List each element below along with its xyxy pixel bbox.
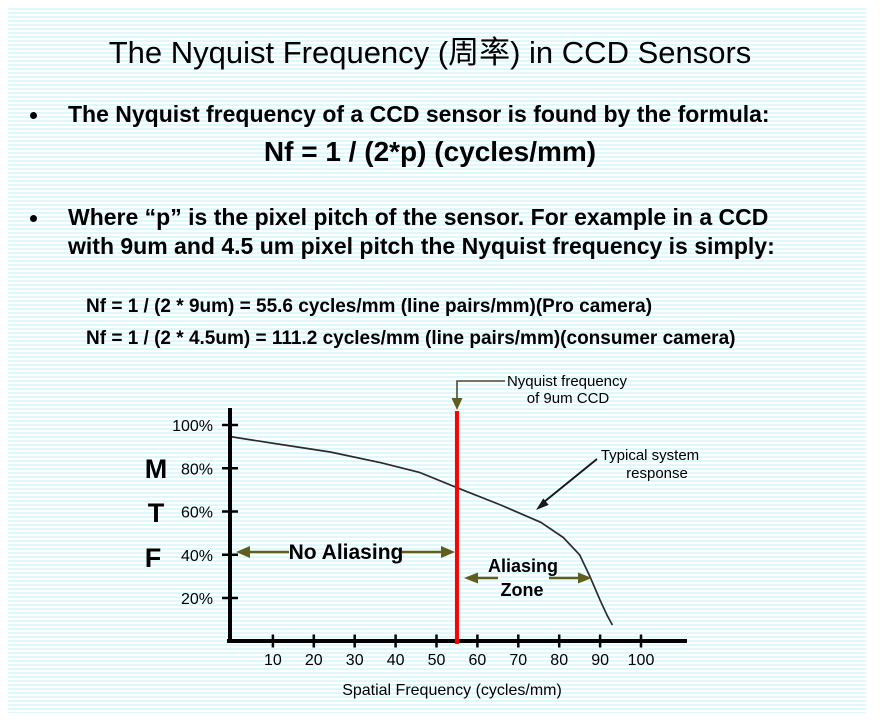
bullet2-line1: Where “p” is the pixel pitch of the sens… (68, 204, 769, 230)
x-axis-label: Spatial Frequency (cycles/mm) (342, 682, 562, 699)
bullet2-line2: with 9um and 4.5 um pixel pitch the Nyqu… (68, 233, 775, 259)
system-response-curve (231, 436, 614, 626)
x-tick-label: 30 (346, 652, 364, 669)
left-arrowhead-icon (464, 572, 478, 584)
bullet2-text: Where “p” is the pixel pitch of the sens… (68, 203, 873, 261)
right-arrowhead-icon (578, 572, 592, 584)
aliasing-label-line1: Aliasing (488, 556, 558, 576)
x-tick-label: 10 (264, 652, 282, 669)
nyquist-label-line1: Nyquist frequency (507, 373, 628, 390)
x-tick-label: 80 (550, 652, 568, 669)
example-consumer-camera: Nf = 1 / (2 * 4.5um) = 111.2 cycles/mm (… (86, 328, 736, 349)
example-pro-camera: Nf = 1 / (2 * 9um) = 55.6 cycles/mm (lin… (86, 296, 653, 317)
response-label-line2: response (626, 465, 688, 482)
y-axis-ticks: 100% 80% 60% 40% 20% (172, 418, 238, 608)
x-tick-label: 50 (428, 652, 446, 669)
nyquist-label-line2: of 9um CCD (527, 390, 610, 407)
response-label-line1: Typical system (601, 447, 699, 464)
left-arrowhead-icon (236, 546, 250, 558)
bullet-dot (30, 112, 37, 119)
slide-title: The Nyquist Frequency (周率) in CCD Sensor… (108, 35, 752, 70)
y-tick-label: 80% (181, 461, 213, 478)
y-axis-letter-f: F (145, 543, 162, 573)
x-tick-label: 60 (469, 652, 487, 669)
y-tick-label: 100% (172, 418, 213, 435)
y-axis-letter-m: M (145, 454, 168, 484)
bullet-dot (30, 215, 37, 222)
aliasing-label-line2: Zone (501, 580, 544, 600)
slide-background: The Nyquist Frequency (周率) in CCD Sensor… (8, 6, 866, 713)
y-tick-label: 60% (181, 505, 213, 522)
x-tick-label: 70 (509, 652, 527, 669)
response-arrow-line (543, 458, 598, 503)
down-arrowhead-icon (451, 398, 463, 410)
right-arrowhead-icon (441, 546, 455, 558)
x-tick-label: 20 (305, 652, 323, 669)
bullet1-text: The Nyquist frequency of a CCD sensor is… (68, 101, 770, 127)
x-tick-label: 40 (387, 652, 405, 669)
no-aliasing-label: No Aliasing (289, 541, 404, 564)
y-tick-label: 20% (181, 591, 213, 608)
x-tick-label: 100 (628, 652, 655, 669)
x-axis-ticks: 10 20 30 40 50 60 70 80 90 100 (264, 634, 655, 669)
y-axis-letter-t: T (148, 498, 165, 528)
y-tick-label: 40% (181, 548, 213, 565)
nyquist-formula: Nf = 1 / (2*p) (cycles/mm) (263, 136, 597, 167)
nyquist-label-connector (456, 380, 505, 399)
x-tick-label: 90 (591, 652, 609, 669)
response-arrowhead-icon (536, 498, 549, 510)
